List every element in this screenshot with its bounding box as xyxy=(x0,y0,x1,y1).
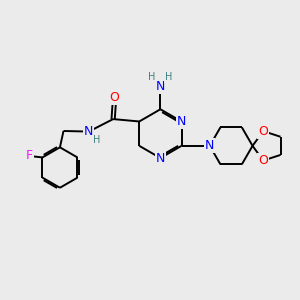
Text: O: O xyxy=(258,154,268,167)
Text: N: N xyxy=(156,152,165,164)
Text: O: O xyxy=(258,124,268,138)
Text: F: F xyxy=(26,149,33,162)
Text: H: H xyxy=(148,72,156,82)
Text: H: H xyxy=(93,135,101,145)
Text: O: O xyxy=(110,91,120,104)
Text: N: N xyxy=(84,125,94,138)
Text: N: N xyxy=(156,80,165,93)
Text: N: N xyxy=(177,115,186,128)
Text: H: H xyxy=(165,72,172,82)
Text: N: N xyxy=(205,139,214,152)
